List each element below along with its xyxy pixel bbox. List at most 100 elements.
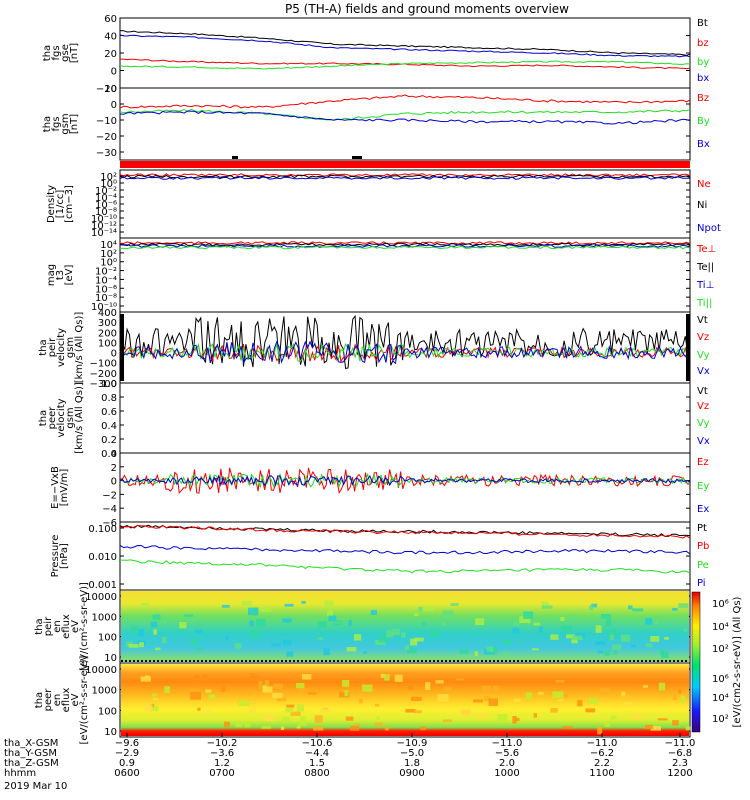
- y-tick-label: 10⁻⁴: [95, 275, 117, 286]
- x-row-value: 2.3: [672, 758, 688, 769]
- spectrogram-cell: [363, 651, 367, 654]
- spectrogram-cell: [413, 612, 419, 617]
- spectrogram-cell: [189, 688, 201, 691]
- y-axis-label: gsm: [65, 407, 76, 428]
- spectrogram-cell: [437, 694, 449, 702]
- spectrogram-cell: [422, 606, 434, 611]
- spectrogram-cell: [235, 723, 243, 728]
- series-Vt: [119, 314, 691, 369]
- spectrogram-cell: [296, 704, 305, 712]
- spectrogram-cell: [318, 621, 327, 628]
- y-tick-label: −6: [102, 518, 117, 529]
- spectrogram-cell: [249, 620, 254, 627]
- y-tick-label: 10⁻²: [95, 186, 117, 197]
- y-tick-label: 10²: [100, 249, 117, 260]
- y-tick-label: 10⁻⁴: [95, 193, 117, 204]
- spectrogram-cell: [459, 649, 469, 654]
- x-row-value: −2.9: [115, 748, 139, 759]
- x-row-label: hhmm: [4, 768, 36, 779]
- y-axis-label: tha: [42, 45, 53, 61]
- legend-Ne: Ne: [697, 179, 711, 190]
- y-axis-label: tha: [38, 339, 49, 355]
- spectrogram-cell: [585, 708, 596, 713]
- spectrogram-cell: [422, 621, 427, 626]
- spectrogram-cell: [144, 704, 153, 712]
- spectrogram-cell: [502, 639, 512, 646]
- y-axis-label: mag: [46, 264, 57, 286]
- legend-Pi: Pi: [697, 578, 706, 589]
- spectrogram-cell: [385, 726, 389, 731]
- series-Bz: [119, 94, 691, 109]
- spectrogram-cell: [488, 698, 498, 706]
- y-tick-label: −10: [96, 116, 117, 127]
- spectrogram-cell: [205, 709, 210, 715]
- series-Vx: [119, 340, 691, 365]
- spectrogram-cell: [323, 648, 330, 656]
- spectrogram-cell: [205, 689, 212, 693]
- x-row-value: 0600: [114, 768, 139, 779]
- spectrogram-cell: [538, 626, 543, 633]
- spectrogram-cell: [374, 703, 380, 707]
- spectrogram-cell: [283, 639, 292, 646]
- series-Npot: [119, 176, 690, 180]
- spectrogram-cell: [247, 691, 254, 696]
- y-axis-label: Pressure: [50, 535, 61, 578]
- legend-Vz: Vz: [697, 332, 709, 343]
- spectrogram-cell: [566, 634, 575, 639]
- x-row-value: −10.6: [302, 738, 333, 749]
- spectrogram-cell: [159, 621, 167, 624]
- spectrogram-cell: [570, 614, 575, 618]
- x-row-value: 1100: [589, 768, 614, 779]
- y-tick-label: 400: [98, 308, 117, 319]
- spectrogram-cell: [575, 633, 585, 638]
- spectrogram-cell: [348, 620, 352, 626]
- spectrogram-cell: [589, 605, 594, 611]
- panel-frame: [119, 169, 691, 239]
- spectrogram-cell: [523, 611, 534, 619]
- y-axis-label: [nT]: [69, 43, 80, 63]
- y-axis-label: [nT]: [69, 114, 80, 134]
- spectrogram-cell: [435, 680, 444, 684]
- spectrogram-cell: [202, 674, 208, 682]
- spectrogram-cell: [317, 637, 323, 640]
- y-tick-label: 0.0: [101, 449, 117, 460]
- spectrogram-cell: [264, 714, 274, 722]
- spectrogram-cell: [608, 629, 619, 636]
- x-row-value: −6.8: [668, 748, 692, 759]
- spectrogram-cell: [605, 619, 612, 627]
- legend-Bz: Bz: [697, 93, 709, 104]
- spectrogram-cell: [473, 699, 484, 703]
- y-tick-label: −300: [90, 379, 117, 390]
- status-bar-mark: [232, 156, 238, 159]
- spectrogram-cell: [513, 698, 521, 703]
- panel-frame: [119, 452, 691, 523]
- spectrogram-cell: [525, 692, 533, 700]
- spectrogram-cell: [643, 685, 649, 688]
- y-axis-label: velocity: [56, 328, 67, 367]
- spectrogram-cell: [533, 622, 541, 626]
- legend-Vt: Vt: [697, 386, 708, 397]
- spectrogram-cell: [577, 699, 583, 707]
- spectrogram-cell: [354, 634, 362, 641]
- series-bx: [119, 34, 691, 58]
- spectrogram-cell: [621, 691, 626, 697]
- y-tick-label: 10⁰: [100, 179, 117, 190]
- series-Pb: [119, 524, 691, 539]
- spectrogram-cell: [179, 621, 187, 629]
- spectrogram-cell: [260, 608, 272, 612]
- spectrogram-cell: [492, 685, 500, 694]
- y-axis-label: [eV/(cm²-s-sr-eV)]: [79, 582, 90, 671]
- spectrogram-cell: [150, 704, 155, 707]
- colorbar-tick: 10⁴: [712, 622, 729, 633]
- spectrogram-cell: [650, 635, 660, 642]
- spectrogram-cell: [140, 676, 151, 682]
- x-row-value: −10.2: [207, 738, 238, 749]
- spectrogram-cell: [161, 636, 167, 644]
- spectrogram-cell: [328, 615, 337, 622]
- x-row-value: 2.2: [594, 758, 610, 769]
- x-row-value: −11.0: [492, 738, 523, 749]
- y-tick-label: 10⁻⁶: [95, 284, 117, 295]
- y-axis-label: tha: [34, 618, 45, 634]
